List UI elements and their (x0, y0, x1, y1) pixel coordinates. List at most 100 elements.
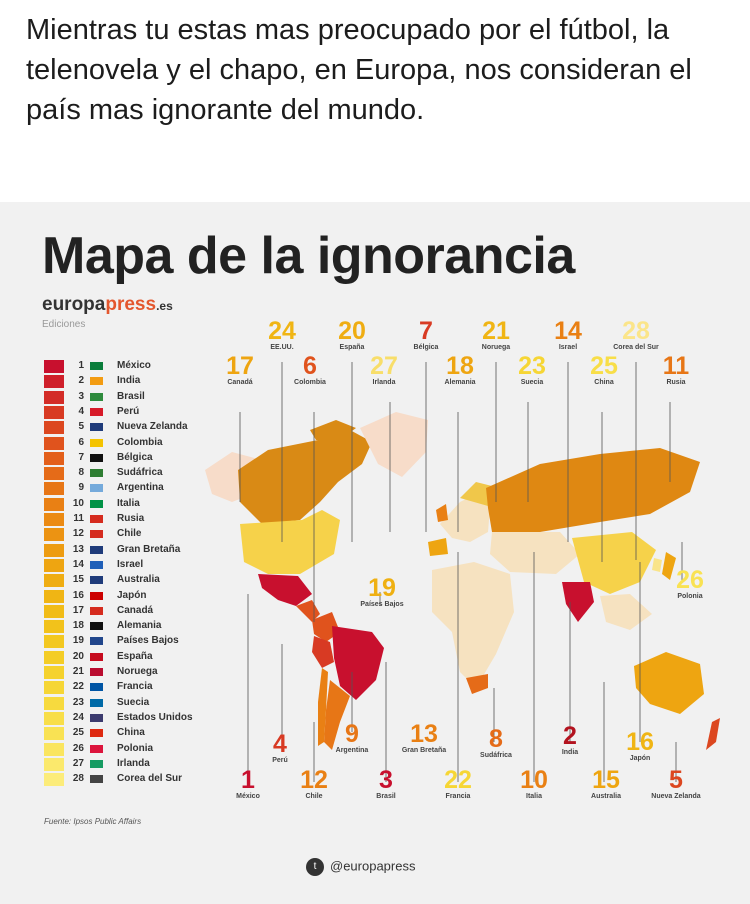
legend-swatch (44, 528, 64, 542)
callout-country: China (594, 379, 614, 386)
legend-rank: 2 (78, 375, 84, 387)
callout-rank: 11 Rusia (646, 354, 706, 387)
callout-country: España (339, 344, 365, 351)
legend-swatch (44, 451, 64, 465)
callout-number: 21 (482, 317, 510, 345)
callout-rank: 4 Perú (250, 732, 310, 765)
callout-number: 17 (226, 352, 254, 380)
callout-rank: 2 India (540, 724, 600, 757)
map-india (562, 582, 594, 622)
legend-swatch (44, 589, 64, 603)
legend-country: Estados Unidos (117, 711, 193, 723)
map-new-zealand (706, 718, 720, 750)
callout-number: 26 (676, 566, 704, 594)
legend-row: 5 Nueva Zelanda (44, 420, 214, 435)
legend-rank: 27 (72, 757, 84, 769)
legend-country: Irlanda (117, 757, 150, 769)
legend-row: 15 Australia (44, 573, 214, 588)
legend-country: Nueva Zelanda (117, 421, 188, 433)
callout-country: Australia (591, 793, 621, 800)
legend-flag (90, 591, 103, 600)
legend-swatch (44, 757, 64, 771)
social-handle-text: @europapress (330, 858, 416, 874)
callout-number: 16 (626, 728, 654, 756)
callout-country: Chile (305, 793, 323, 800)
legend-country: España (117, 650, 153, 662)
legend-country: India (117, 375, 141, 387)
brand-main: europa (42, 294, 106, 315)
legend-row: 25 China (44, 726, 214, 741)
callout-rank: 27 Irlanda (354, 354, 414, 387)
legend-country: Francia (117, 681, 153, 693)
legend-swatch (44, 620, 64, 634)
callout-rank: 17 Canadá (210, 354, 270, 387)
legend-country: Polonia (117, 742, 154, 754)
legend-swatch (44, 666, 64, 679)
callout-rank: 18 Alemania (430, 354, 490, 387)
legend-country: Noruega (117, 666, 158, 677)
legend-country: Países Bajos (117, 635, 179, 647)
legend-flag (90, 438, 103, 447)
legend-flag (90, 469, 103, 478)
callout-rank: 16 Japón (610, 730, 670, 763)
callout-rank: 10 Italia (504, 768, 564, 801)
callout-rank: 21 Noruega (466, 319, 526, 352)
brand-editions: Ediciones (42, 319, 86, 330)
legend-row: 3 Brasil (44, 390, 214, 405)
callout-number: 4 (273, 730, 287, 758)
callout-country: Sudáfrica (480, 752, 512, 759)
callout-rank: 14 Israel (538, 319, 598, 352)
callout-number: 14 (554, 317, 582, 345)
callout-number: 25 (590, 352, 618, 380)
callout-number: 19 (368, 574, 396, 602)
callout-number: 1 (241, 766, 255, 794)
legend-rank: 25 (72, 727, 84, 739)
callout-number: 2 (563, 722, 577, 750)
legend-rank: 19 (72, 635, 84, 647)
legend-country: Japón (117, 589, 147, 601)
legend-flag (90, 668, 103, 676)
callout-rank: 28 Corea del Sur (606, 319, 666, 352)
map-europe (440, 494, 490, 542)
legend-country: Alemania (117, 620, 162, 632)
legend-flag (90, 545, 103, 554)
map-uk (436, 504, 448, 522)
callout-number: 9 (345, 720, 359, 748)
callout-rank: 15 Australia (576, 768, 636, 801)
callout-rank: 1 México (218, 768, 278, 801)
legend-rank: 6 (78, 436, 84, 448)
legend-country: Chile (117, 528, 142, 540)
legend-row: 13 Gran Bretaña (44, 543, 214, 558)
callout-number: 3 (379, 766, 393, 794)
callout-country: Países Bajos (360, 601, 404, 608)
legend-row: 24 Estados Unidos (44, 711, 214, 726)
legend-flag (90, 744, 103, 753)
callout-country: Suecia (520, 379, 544, 386)
callout-rank: 12 Chile (284, 768, 344, 801)
map-canada (238, 430, 372, 524)
legend-flag (90, 576, 103, 585)
legend-flag (90, 499, 103, 508)
legend-flag (90, 484, 103, 493)
legend-country: Israel (117, 558, 144, 570)
legend-row: 2 India (44, 374, 214, 389)
map-iberia (428, 538, 448, 556)
legend-country: Bélgica (117, 451, 153, 463)
callout-country: Francia (445, 793, 471, 800)
legend-rank: 28 (72, 773, 84, 785)
legend-country: Italia (117, 497, 140, 509)
legend-row: 26 Polonia (44, 742, 214, 757)
legend-rank: 21 (72, 666, 84, 677)
callout-country: Alemania (444, 379, 476, 386)
legend-row: 12 Chile (44, 527, 214, 542)
callout-rank: 8 Sudáfrica (466, 727, 526, 760)
callout-rank: 23 Suecia (502, 354, 562, 387)
legend-swatch (44, 681, 64, 695)
map-central-asia (490, 532, 580, 574)
map-argentina (324, 680, 350, 750)
map-south-africa (466, 674, 488, 694)
infographic: Mapa de la ignorancia europapress.es Edi… (0, 202, 750, 904)
legend-rank: 10 (72, 497, 84, 509)
callout-number: 24 (268, 317, 296, 345)
legend-country: Canadá (117, 604, 154, 616)
